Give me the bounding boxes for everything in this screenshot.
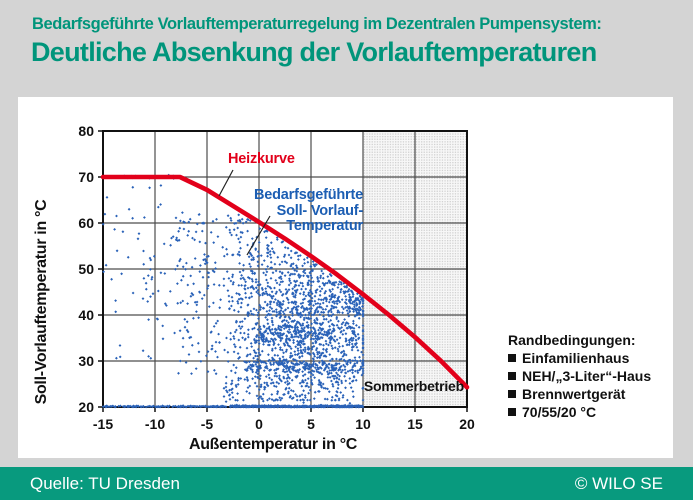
copyright-notice: © WILO SE: [574, 473, 663, 493]
y-tick-label: 60: [78, 215, 94, 231]
header-subtitle: Bedarfsgeführte Vorlauftemperaturregelun…: [32, 15, 602, 33]
bullet-square-icon: [508, 372, 516, 380]
x-axis-title: Außentemperatur in °C: [188, 436, 358, 453]
x-tick-label: -10: [145, 416, 165, 432]
header-title: Deutliche Absenkung der Vorlauftemperatu…: [31, 37, 597, 67]
x-tick-label: 15: [407, 416, 423, 432]
y-tick-label: 80: [78, 123, 94, 139]
scatter-series-label-line1: Bedarfsgeführte: [254, 187, 363, 203]
legend-title: Randbedingungen:: [508, 332, 636, 348]
x-tick-label: -5: [201, 416, 214, 432]
y-axis-title: Soll-Vorlauftemperatur in °C: [33, 199, 50, 405]
footer-bar: Quelle: TU Dresden © WILO SE: [0, 467, 693, 500]
y-tick-label: 50: [78, 261, 94, 277]
y-tick-label: 30: [78, 353, 94, 369]
heizkurve-line: [100, 174, 470, 390]
x-tick-label: -15: [93, 416, 113, 432]
bullet-square-icon: [508, 354, 516, 362]
x-tick-label: 20: [459, 416, 475, 432]
legend-item-label: NEH/„3-Liter“-Haus: [522, 368, 652, 384]
y-tick-label: 20: [78, 399, 94, 415]
legend-item-label: Einfamilienhaus: [522, 350, 630, 366]
legend-item-label: Brennwertgerät: [522, 386, 626, 402]
bullet-square-icon: [508, 408, 516, 416]
legend-item: Einfamilienhaus: [508, 349, 651, 367]
bullet-square-icon: [508, 390, 516, 398]
sommerbetrieb-label: Sommerbetrieb: [363, 378, 464, 394]
x-tick-label: 10: [355, 416, 371, 432]
scatter-label-pointer-line: [246, 215, 271, 256]
chart-panel: -15 -10 -5 0 5 10 15 20 20 30 40 50 60 70 80 Soll-Vorl…: [18, 97, 673, 458]
scatter-series-label: Bedarfsgeführte Soll- Vorlauf- Temperatu…: [254, 187, 364, 235]
scatter-series-label-line2: Soll- Vorlauf-: [276, 202, 364, 219]
y-tick-label: 40: [78, 307, 94, 323]
legend-item-label: 70/55/20 °C: [522, 404, 597, 420]
scatter-points: [101, 173, 365, 409]
heizkurve-pointer-line: [218, 169, 234, 197]
chart-svg: -15 -10 -5 0 5 10 15 20 20 30 40 50 60 70 80: [78, 123, 475, 432]
x-tick-label: 5: [307, 416, 315, 432]
conditions-legend: Randbedingungen: Einfamilienhaus NEH/„3-…: [508, 331, 651, 421]
heizkurve-label: Heizkurve: [228, 151, 295, 167]
scatter-series-label-line3: Temperatur: [286, 218, 363, 234]
legend-item: NEH/„3-Liter“-Haus: [508, 367, 651, 385]
x-tick-label: 0: [255, 416, 263, 432]
legend-item: Brennwertgerät: [508, 385, 651, 403]
legend-item: 70/55/20 °C: [508, 403, 651, 421]
source-credit: Quelle: TU Dresden: [30, 473, 180, 493]
y-tick-label: 70: [78, 169, 94, 185]
